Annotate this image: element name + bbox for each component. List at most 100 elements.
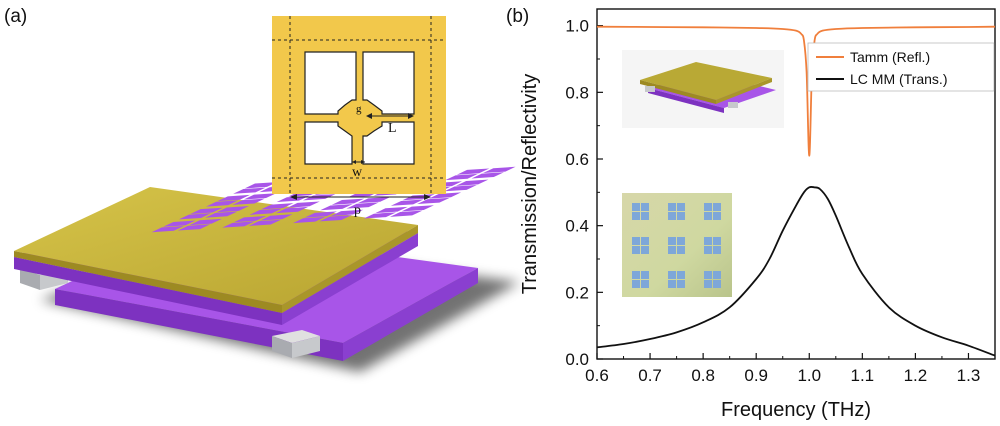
resonator-cell [216,206,250,213]
resonator-cell [232,198,265,205]
resonator-cell [330,209,364,216]
x-tick-label: 1.1 [851,366,875,385]
resonator-cell [233,187,266,194]
resonator-cell [244,182,278,189]
resonator-cell [401,205,434,212]
label-w: w [352,165,363,180]
x-tick-label: 0.7 [638,366,662,385]
resonator-cell [249,208,282,215]
micrograph-square [668,271,676,279]
micrograph-square [677,212,685,220]
resonator-cell [304,211,337,218]
micrograph-square [677,237,685,245]
micrograph-square [632,203,640,211]
chart-series [596,25,996,357]
inset-micrograph [622,193,732,297]
micrograph-square [641,246,649,254]
micrograph-square [668,280,676,288]
resonator-cell [319,215,352,222]
micrograph-square [641,271,649,279]
micrograph-square [713,203,721,211]
micrograph-square [704,271,712,279]
resonator-cell [428,192,462,199]
resonator-cell [151,225,185,233]
micrograph-square [704,203,712,211]
micrograph-square [641,280,649,288]
x-tick-label: 1.0 [797,366,821,385]
resonator-cell [471,172,504,179]
micrograph-square [713,271,721,279]
micrograph-square [632,280,640,288]
micrograph-square [632,246,640,254]
y-tick-label: 0.8 [565,83,589,102]
resonator-cell [163,220,196,227]
legend-label-tamm: Tamm (Refl.) [850,49,930,65]
resonator-cell [217,194,250,202]
micrograph-square [632,237,640,245]
resonator-cell [320,204,353,211]
micrograph-square [677,246,685,254]
chart-b: 0.6 0.7 0.8 0.9 1.0 1.1 1.2 1.3 0.0 0.2 0.4 0.6 0.8… [519,8,996,421]
series-line-1 [596,185,996,357]
unit-cell-metal [272,16,446,194]
legend: Tamm (Refl.) LC MM (Trans.) [807,42,995,92]
resonator-cell [389,210,423,217]
resonator-cell [363,212,397,219]
y-tick-label: 0.2 [565,283,589,302]
label-L: L [388,121,397,136]
micrograph-square [713,280,721,288]
resonator-cell [331,198,365,205]
micrograph-square [641,212,649,220]
micrograph-square [713,237,721,245]
x-tick-label: 1.2 [904,366,928,385]
resonator-cell [375,206,408,214]
resonator-cell [346,202,379,209]
resonator-cell [190,207,223,214]
x-tick-label: 0.9 [744,366,768,385]
resonator-cell [483,166,516,174]
resonator-cell [417,197,450,205]
resonator-cell [260,214,293,221]
resonator-cell [177,224,211,231]
y-tick-label: 0.6 [565,150,589,169]
micrograph-square [704,237,712,245]
y-axis-title: Transmission/Reflectivity [519,74,541,294]
resonator-cell [189,218,222,226]
resonator-cell [390,199,424,206]
label-g: g [356,103,362,115]
x-tick-label: 0.6 [585,366,609,385]
resonator-cell [445,173,478,181]
resonator-cell [222,221,255,228]
micrograph-square [704,246,712,254]
micrograph-square [704,212,712,220]
micrograph-square [704,280,712,288]
x-axis-ticks: 0.6 0.7 0.8 0.9 1.0 1.1 1.2 1.3 [585,353,980,385]
label-p: p [354,203,361,218]
resonator-cell [178,213,212,220]
resonator-cell [456,168,490,175]
micrograph-square [668,212,676,220]
resonator-cell [293,216,326,224]
legend-label-lcmm: LC MM (Trans.) [850,71,947,87]
micrograph-square [677,271,685,279]
resonator-cell [261,203,294,210]
x-axis-title: Frequency (THz) [721,399,871,421]
micrograph-square [677,280,685,288]
micrograph-square [668,246,676,254]
y-axis-ticks: 0.0 0.2 0.4 0.6 0.8 1.0 [565,17,603,369]
micrograph-square [641,203,649,211]
micrograph-square [632,271,640,279]
x-tick-label: 0.8 [691,366,715,385]
micrograph-square [632,212,640,220]
unit-cell-inset: L w g p [272,16,446,218]
resonator-cell [287,201,320,208]
device-3d [14,166,516,361]
bottom-substrate-front [55,289,343,361]
micrograph-square [668,203,676,211]
x-tick-label: 1.3 [957,366,981,385]
micrograph-square [713,246,721,254]
inset-device-render [622,50,784,128]
resonator-cell [206,200,239,207]
micrograph-square [668,237,676,245]
